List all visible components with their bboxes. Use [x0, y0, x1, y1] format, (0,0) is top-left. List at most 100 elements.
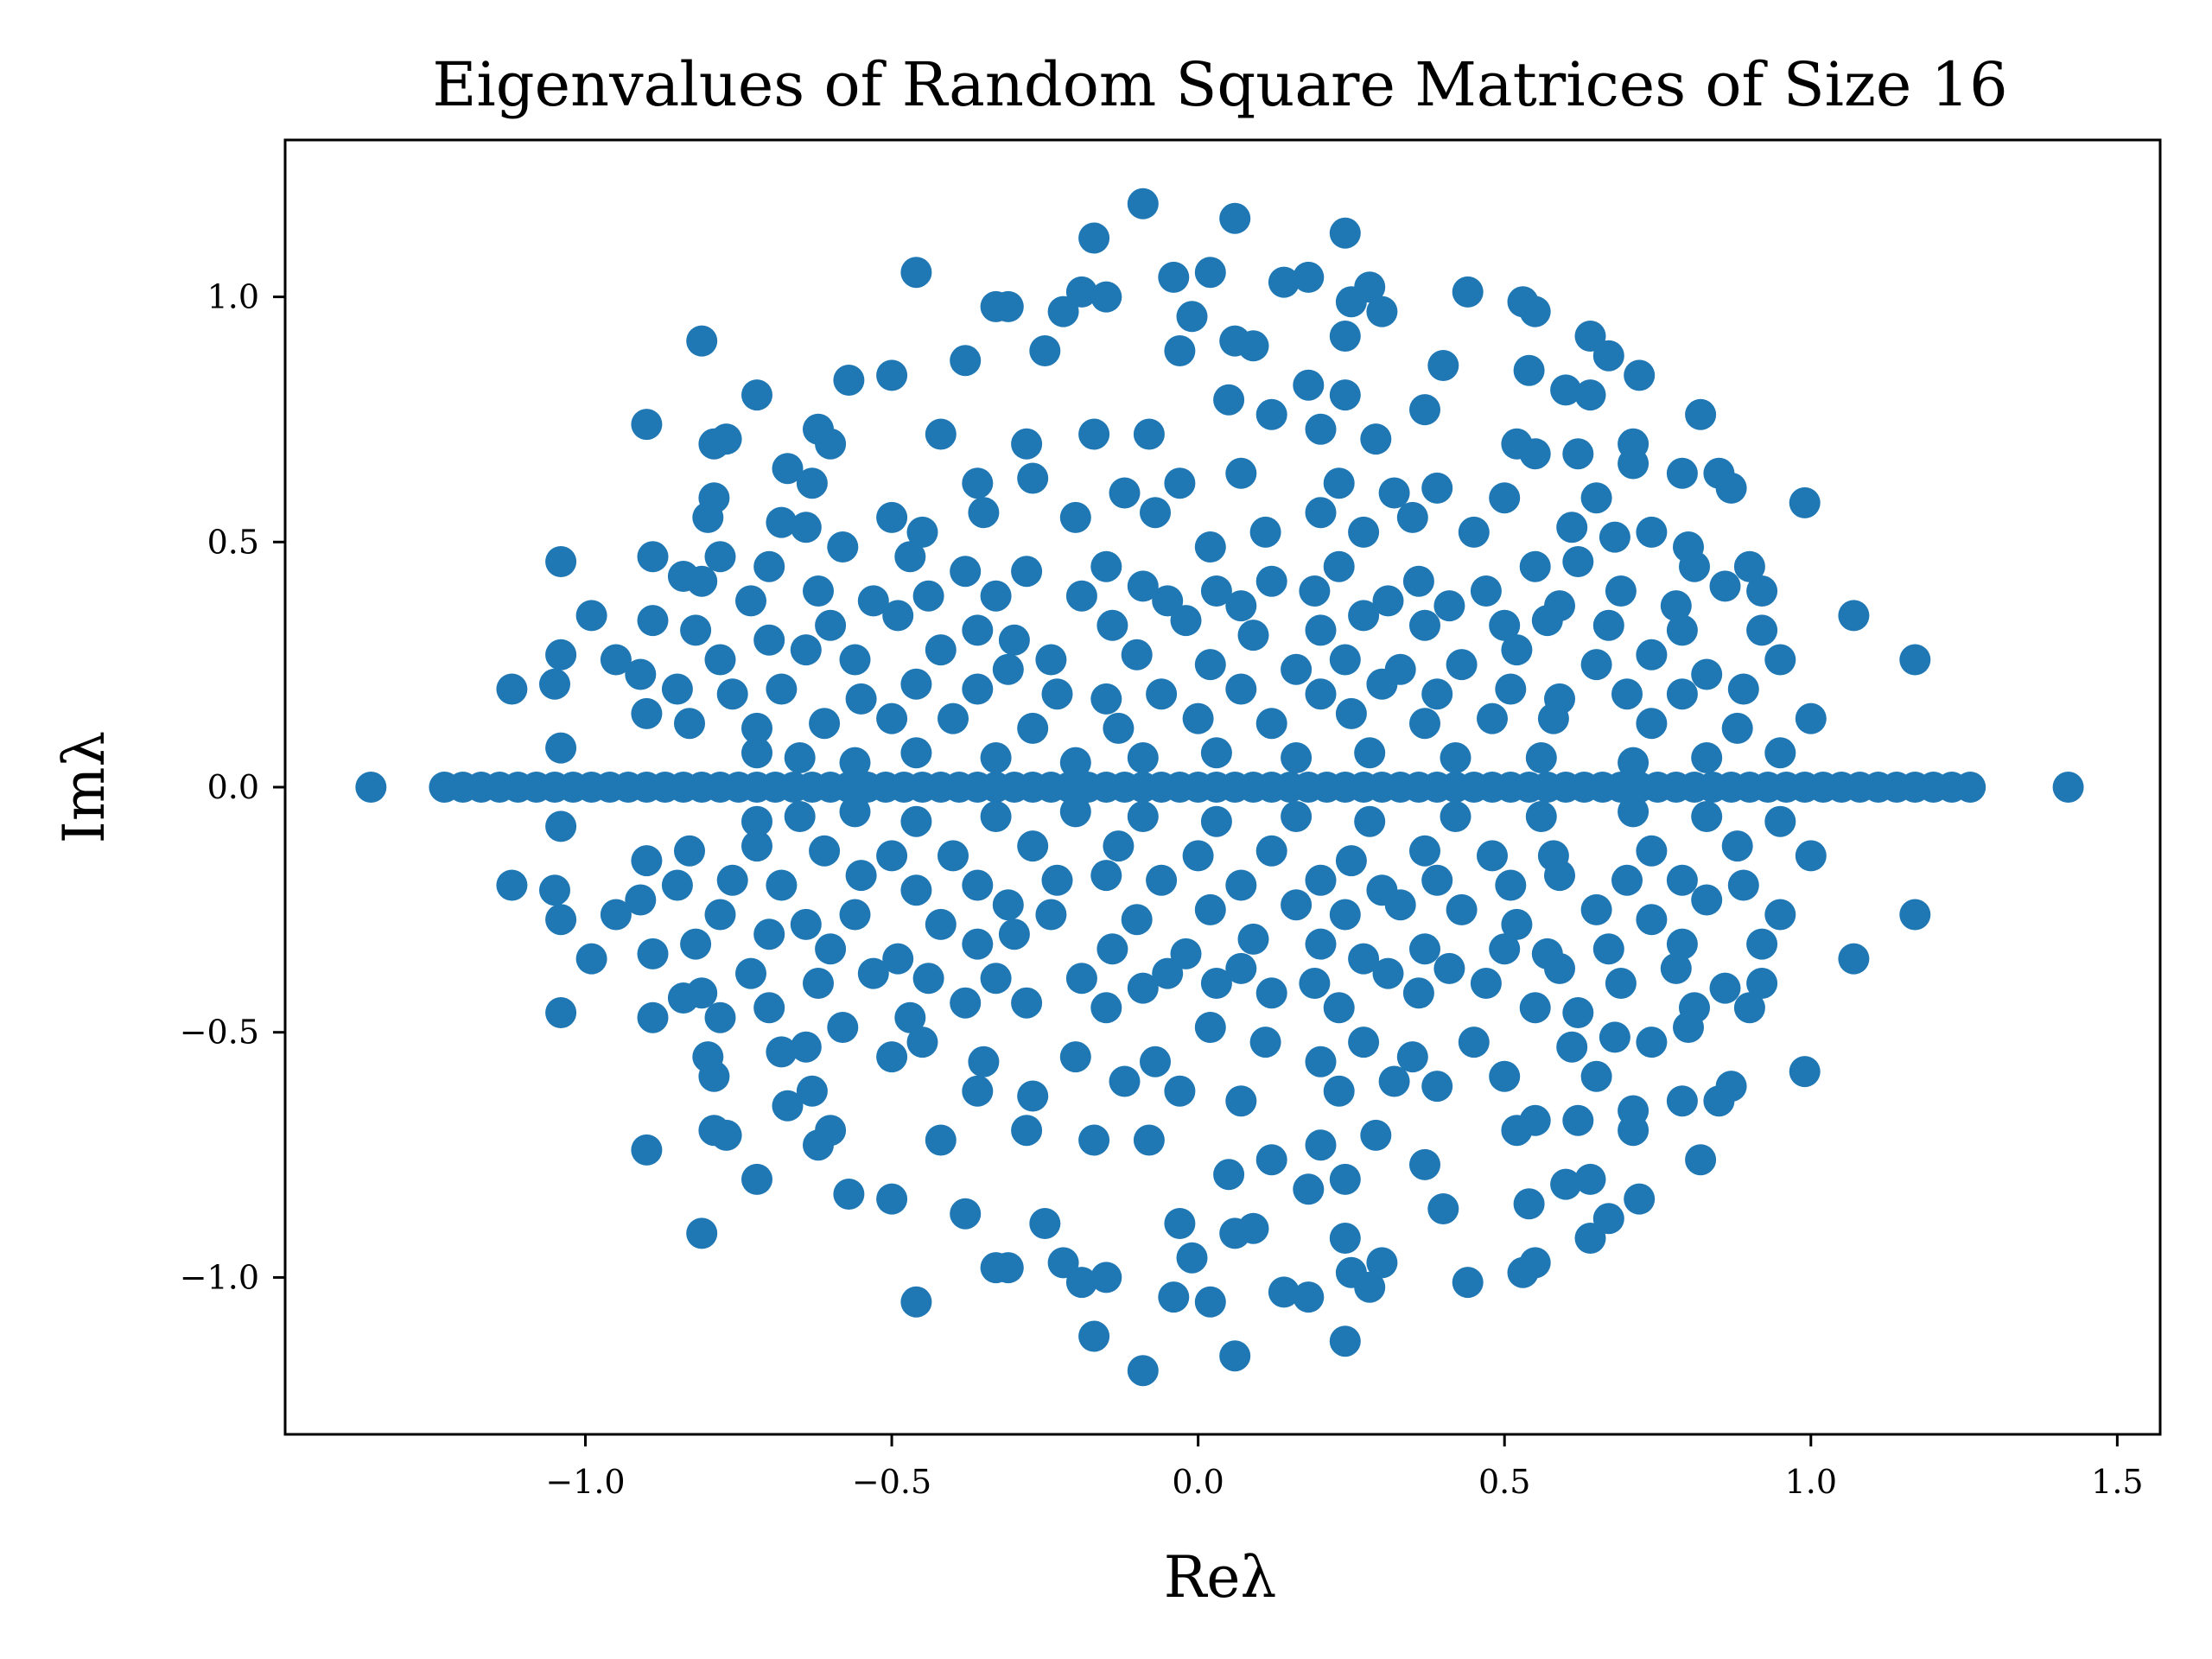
complex-eigenvalue-point	[1127, 742, 1159, 773]
conjugate-eigenvalue-point	[1127, 801, 1159, 832]
complex-eigenvalue-point	[1501, 634, 1533, 666]
complex-eigenvalue-point	[680, 614, 712, 646]
complex-eigenvalue-point	[980, 580, 1012, 612]
complex-eigenvalue-point	[1409, 609, 1440, 641]
conjugate-eigenvalue-point	[1121, 904, 1153, 936]
conjugate-eigenvalue-point	[1789, 1056, 1821, 1088]
conjugate-eigenvalue-point	[925, 1124, 957, 1156]
conjugate-eigenvalue-point	[992, 889, 1024, 921]
conjugate-eigenvalue-point	[1096, 933, 1128, 965]
complex-eigenvalue-point	[1421, 678, 1453, 710]
conjugate-eigenvalue-point	[1733, 992, 1765, 1024]
complex-eigenvalue-point	[1733, 550, 1765, 582]
complex-eigenvalue-point	[1531, 605, 1563, 637]
conjugate-eigenvalue-point	[1679, 992, 1710, 1024]
complex-eigenvalue-point	[1305, 614, 1337, 646]
complex-eigenvalue-point	[1446, 649, 1478, 681]
conjugate-eigenvalue-point	[1764, 805, 1796, 837]
conjugate-eigenvalue-point	[1636, 835, 1668, 867]
complex-eigenvalue-point	[845, 683, 877, 715]
complex-eigenvalue-point	[631, 409, 663, 441]
conjugate-eigenvalue-point	[1305, 928, 1337, 960]
complex-eigenvalue-point	[1305, 413, 1337, 445]
conjugate-eigenvalue-point	[545, 904, 577, 936]
complex-eigenvalue-point	[1152, 585, 1184, 617]
conjugate-eigenvalue-point	[741, 830, 772, 862]
complex-eigenvalue-point	[1182, 702, 1214, 734]
complex-eigenvalue-point	[950, 345, 982, 377]
complex-eigenvalue-point	[1213, 384, 1245, 416]
chart-title: Eigenvalues of Random Square Matrices of…	[432, 49, 2007, 120]
conjugate-eigenvalue-point	[1556, 1031, 1588, 1063]
conjugate-eigenvalue-point	[900, 1286, 932, 1318]
conjugate-eigenvalue-point	[962, 928, 994, 960]
complex-eigenvalue-point	[906, 516, 938, 548]
conjugate-eigenvalue-point	[845, 860, 877, 892]
complex-eigenvalue-point	[716, 678, 748, 710]
complex-eigenvalue-point	[1329, 217, 1361, 249]
conjugate-eigenvalue-point	[1715, 1071, 1747, 1103]
complex-eigenvalue-point	[1103, 712, 1135, 744]
complex-eigenvalue-point	[1164, 467, 1196, 499]
complex-eigenvalue-point	[1268, 266, 1300, 298]
conjugate-eigenvalue-point	[680, 928, 712, 960]
conjugate-eigenvalue-point	[1452, 1267, 1484, 1299]
conjugate-eigenvalue-point	[1011, 987, 1043, 1019]
conjugate-eigenvalue-point	[1574, 1163, 1606, 1195]
conjugate-eigenvalue-point	[1409, 835, 1440, 867]
complex-eigenvalue-point	[1537, 702, 1569, 734]
complex-eigenvalue-point	[1065, 276, 1097, 308]
complex-eigenvalue-point	[1158, 261, 1190, 293]
complex-eigenvalue-point	[1281, 742, 1313, 773]
x-tick-label: 0.5	[1478, 1463, 1530, 1501]
complex-eigenvalue-point	[1519, 296, 1551, 327]
complex-eigenvalue-point	[1715, 472, 1747, 504]
conjugate-eigenvalue-point	[735, 957, 766, 989]
conjugate-eigenvalue-point	[1519, 1247, 1551, 1279]
complex-eigenvalue-point	[992, 653, 1024, 685]
complex-eigenvalue-point	[998, 624, 1030, 656]
conjugate-eigenvalue-point	[912, 963, 944, 995]
conjugate-eigenvalue-point	[950, 1198, 982, 1230]
complex-eigenvalue-point	[1764, 644, 1796, 676]
complex-eigenvalue-point	[900, 257, 932, 289]
conjugate-eigenvalue-point	[1335, 845, 1367, 877]
conjugate-eigenvalue-point	[1666, 928, 1698, 960]
complex-eigenvalue-point	[1685, 398, 1717, 430]
complex-eigenvalue-point	[1666, 614, 1698, 646]
complex-eigenvalue-point	[1323, 467, 1355, 499]
conjugate-eigenvalue-point	[1721, 830, 1753, 862]
complex-eigenvalue-point	[1433, 590, 1465, 622]
conjugate-eigenvalue-point	[1170, 938, 1202, 969]
complex-eigenvalue-point	[1409, 708, 1440, 740]
conjugate-eigenvalue-point	[1329, 1223, 1361, 1254]
complex-eigenvalue-point	[1059, 747, 1091, 779]
conjugate-eigenvalue-point	[1666, 864, 1698, 896]
conjugate-eigenvalue-point	[1764, 899, 1796, 931]
complex-eigenvalue-point	[637, 541, 669, 573]
complex-eigenvalue-point	[600, 644, 632, 676]
conjugate-eigenvalue-point	[1574, 1223, 1606, 1254]
complex-eigenvalue-point	[900, 737, 932, 769]
conjugate-eigenvalue-point	[1372, 957, 1404, 989]
complex-eigenvalue-point	[1624, 359, 1656, 391]
conjugate-eigenvalue-point	[600, 899, 632, 931]
conjugate-eigenvalue-point	[1470, 968, 1502, 999]
real-eigenvalue-point	[355, 772, 387, 803]
complex-eigenvalue-point	[962, 673, 994, 705]
conjugate-eigenvalue-point	[962, 1075, 994, 1107]
conjugate-eigenvalue-point	[876, 1183, 908, 1215]
conjugate-eigenvalue-point	[815, 1115, 847, 1147]
conjugate-eigenvalue-point	[992, 1252, 1024, 1284]
conjugate-eigenvalue-point	[1146, 864, 1178, 896]
conjugate-eigenvalue-point	[1691, 884, 1723, 916]
complex-eigenvalue-point	[1329, 379, 1361, 411]
conjugate-eigenvalue-point	[686, 977, 718, 1009]
conjugate-eigenvalue-point	[1293, 1173, 1325, 1205]
conjugate-eigenvalue-point	[1409, 933, 1440, 965]
conjugate-eigenvalue-point	[1041, 864, 1073, 896]
complex-eigenvalue-point	[1035, 644, 1067, 676]
complex-eigenvalue-point	[1299, 575, 1331, 607]
complex-eigenvalue-point	[741, 712, 772, 744]
complex-eigenvalue-point	[882, 600, 914, 632]
